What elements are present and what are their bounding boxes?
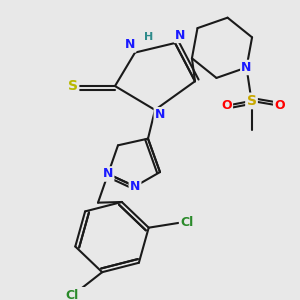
Text: Cl: Cl — [65, 289, 79, 300]
Text: N: N — [130, 180, 140, 193]
Text: N: N — [103, 167, 113, 181]
Text: Cl: Cl — [180, 216, 193, 230]
Text: N: N — [175, 29, 185, 42]
Text: N: N — [125, 38, 135, 51]
Text: S: S — [247, 94, 256, 108]
Text: N: N — [241, 61, 252, 74]
Text: S: S — [68, 79, 78, 93]
Text: H: H — [144, 32, 154, 42]
Text: O: O — [221, 99, 232, 112]
Text: N: N — [155, 108, 165, 121]
Text: O: O — [274, 99, 285, 112]
